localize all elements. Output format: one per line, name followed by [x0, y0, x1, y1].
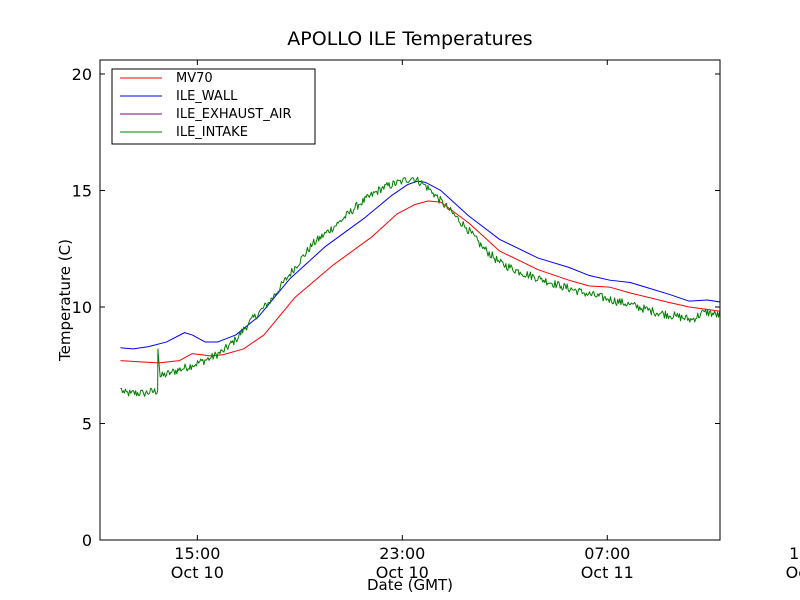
y-tick-label: 0 [82, 531, 92, 550]
legend-entry-label: MV70 [176, 71, 213, 86]
y-tick-label: 20 [72, 65, 92, 84]
x-tick-date-label: Oct 10 [171, 563, 224, 582]
x-tick-time-label: 15:00 [174, 544, 220, 563]
y-axis-label: Temperature (C) [56, 239, 74, 362]
legend: MV70 ILE_WALL ILE_EXHAUST_AIR ILE_INTAKE [111, 68, 316, 145]
legend-entry-label: ILE_WALL [176, 89, 238, 104]
series-container [120, 176, 720, 397]
legend-entry-label: ILE_EXHAUST_AIR [176, 107, 292, 122]
series-line-ile-intake [120, 176, 720, 397]
x-axis-label: Date (GMT) [367, 576, 453, 594]
x-tick-time-label: 15:00 [789, 544, 800, 563]
series-line-ile-wall [120, 180, 720, 350]
x-tick-time-label: 23:00 [379, 544, 425, 563]
x-tick-date-label: Oct 10 [376, 563, 429, 582]
x-tick-date-label: Oct 11 [581, 563, 634, 582]
series-line-mv70 [120, 200, 720, 364]
legend-entry-label: ILE_INTAKE [176, 125, 248, 140]
x-tick-date-label: Oct 11 [786, 563, 800, 582]
plot-frame [99, 59, 721, 541]
y-tick-label: 15 [72, 181, 92, 200]
y-tick-label: 5 [82, 414, 92, 433]
y-tick-label: 10 [72, 298, 92, 317]
chart-title: APOLLO ILE Temperatures [287, 28, 532, 50]
x-tick-time-label: 07:00 [584, 544, 630, 563]
